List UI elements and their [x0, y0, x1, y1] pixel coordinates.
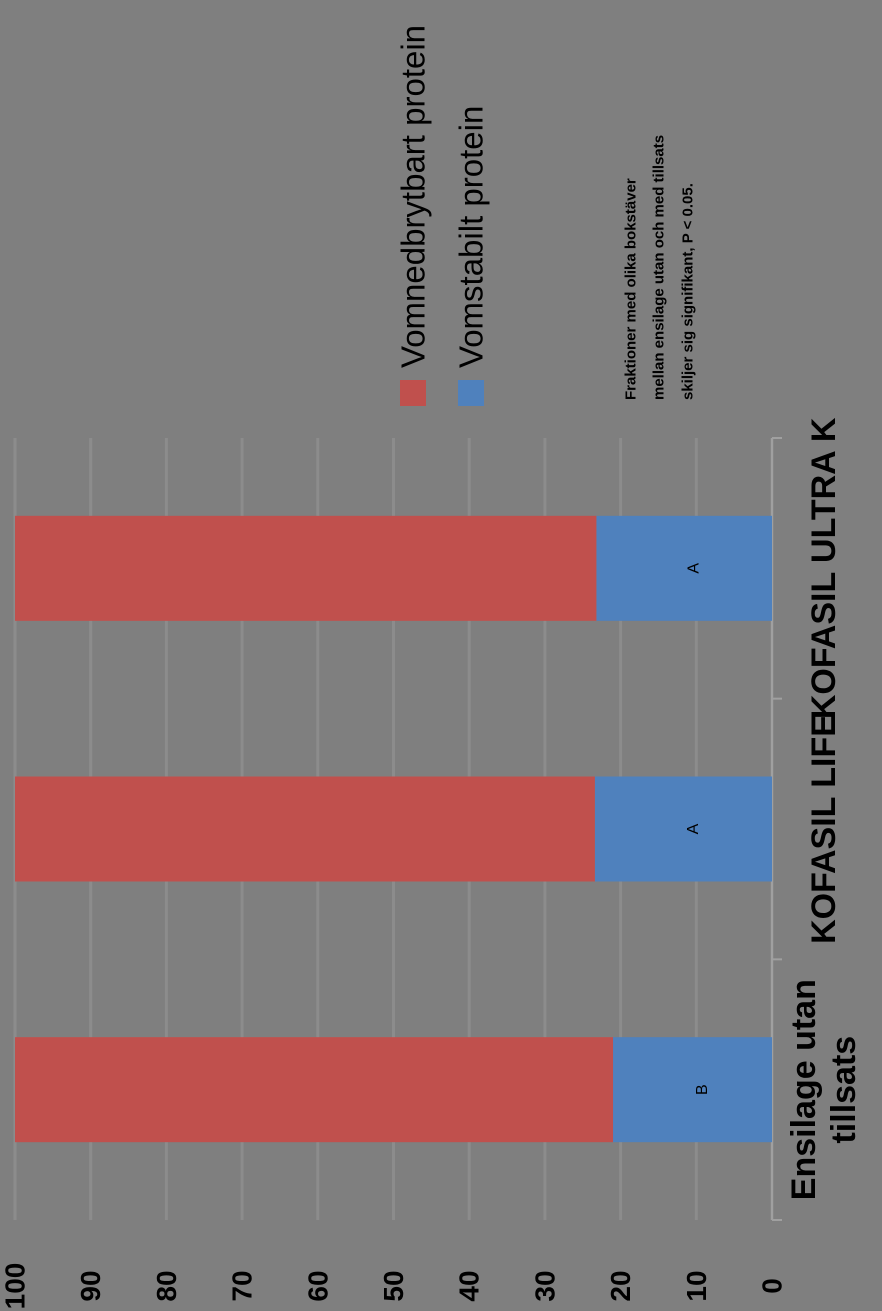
bar-segment: [596, 515, 772, 621]
category-label: KOFASIL LIFE: [805, 714, 843, 944]
legend-label: Vomstabilt protein: [453, 106, 490, 368]
legend-label: Vomnedbrytbart protein: [395, 25, 432, 368]
significance-note-line: Fraktioner med olika bokstäver: [623, 178, 640, 400]
category-label: tillsats: [825, 1036, 863, 1144]
legend-swatch: [458, 380, 484, 406]
bar-significance-label: A: [685, 823, 702, 834]
bar-segment: [594, 776, 772, 882]
y-tick-label: 60: [302, 1270, 333, 1301]
bar-segment: [15, 1037, 614, 1143]
category-label: Ensilage utan: [785, 979, 823, 1200]
y-tick-label: 100: [0, 1263, 31, 1310]
bar-segment: [613, 1037, 772, 1143]
y-tick-label: 0: [757, 1278, 788, 1294]
category-label: KOFASIL ULTRA K: [805, 417, 843, 719]
bar-segment: [15, 776, 595, 882]
significance-note-line: mellan ensilage utan och med tillsats: [651, 135, 668, 400]
bar-segment: [15, 515, 597, 621]
y-tick-label: 30: [529, 1270, 560, 1301]
significance-note-line: skiljer sig signifikant, P < 0.05.: [680, 183, 697, 400]
y-tick-label: 50: [378, 1270, 409, 1301]
bar-significance-label: A: [686, 563, 703, 574]
y-tick-label: 70: [227, 1270, 258, 1301]
y-tick-label: 80: [151, 1270, 182, 1301]
bar-significance-label: B: [694, 1084, 711, 1095]
y-tick-label: 20: [605, 1270, 636, 1301]
y-tick-label: 40: [454, 1270, 485, 1301]
legend-swatch: [400, 380, 426, 406]
y-tick-label: 10: [681, 1270, 712, 1301]
y-tick-label: 90: [75, 1270, 106, 1301]
